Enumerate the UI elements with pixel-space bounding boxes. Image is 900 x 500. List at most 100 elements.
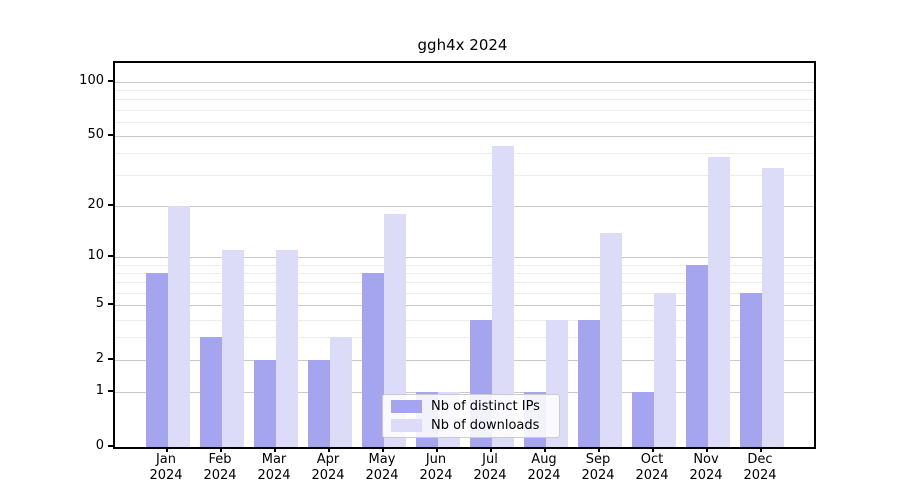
x-tick-label: Aug 2024: [514, 452, 574, 484]
x-tick-label: Oct 2024: [622, 452, 682, 484]
x-tick-label: May 2024: [352, 452, 412, 484]
x-tick-month: Jun: [425, 452, 447, 467]
y-tick-label: 50: [87, 126, 104, 142]
x-tick-label: Jun 2024: [406, 452, 466, 484]
bar-nb-of-downloads: [384, 213, 406, 447]
x-tick-year: 2024: [419, 468, 453, 483]
x-tick-year: 2024: [689, 468, 723, 483]
legend: Nb of distinct IPs Nb of downloads: [382, 394, 560, 438]
bar-nb-of-downloads: [222, 250, 244, 447]
x-tick-year: 2024: [743, 468, 777, 483]
x-tick-year: 2024: [203, 468, 237, 483]
x-tick-mark: [652, 447, 654, 452]
x-tick-mark: [544, 447, 546, 452]
gridline-major: [115, 135, 814, 137]
x-tick-month: Aug: [531, 452, 557, 467]
gridline-minor: [115, 121, 814, 123]
gridline-minor: [115, 109, 814, 111]
gridline-minor: [115, 337, 814, 339]
x-tick-mark: [220, 447, 222, 452]
x-tick-month: Feb: [208, 452, 232, 467]
y-tick-mark: [108, 255, 113, 258]
bar-nb-of-distinct-ips: [578, 319, 600, 447]
x-tick-label: Apr 2024: [298, 452, 358, 484]
bar-nb-of-distinct-ips: [254, 360, 276, 447]
bar-nb-of-downloads: [654, 292, 676, 447]
bar-nb-of-downloads: [168, 206, 190, 447]
x-tick-mark: [436, 447, 438, 452]
gridline-major: [115, 305, 814, 307]
y-tick-label: 10: [87, 248, 104, 264]
legend-item: Nb of downloads: [391, 418, 551, 433]
x-tick-year: 2024: [635, 468, 669, 483]
x-tick-mark: [706, 447, 708, 452]
gridline-minor: [115, 99, 814, 101]
gridline-minor: [115, 153, 814, 155]
gridline-major: [115, 81, 814, 83]
x-tick-month: Nov: [693, 452, 719, 467]
x-tick-label: Sep 2024: [568, 452, 628, 484]
gridline-major: [115, 360, 814, 362]
x-tick-label: Jul 2024: [460, 452, 520, 484]
x-tick-year: 2024: [149, 468, 183, 483]
bar-nb-of-distinct-ips: [146, 273, 168, 447]
gridline-major: [115, 206, 814, 208]
x-tick-month: May: [368, 452, 396, 467]
bar-nb-of-distinct-ips: [200, 337, 222, 447]
x-tick-year: 2024: [365, 468, 399, 483]
x-tick-month: Dec: [747, 452, 773, 467]
x-tick-month: Sep: [585, 452, 611, 467]
x-tick-year: 2024: [581, 468, 615, 483]
legend-swatch-distinct-ips: [391, 400, 422, 413]
bar-nb-of-downloads: [492, 145, 514, 447]
x-tick-mark: [166, 447, 168, 452]
bar-nb-of-downloads: [708, 157, 730, 447]
y-tick-mark: [108, 133, 113, 136]
x-tick-label: Dec 2024: [730, 452, 790, 484]
y-tick-label: 100: [79, 72, 104, 88]
x-tick-mark: [382, 447, 384, 452]
gridline-major: [115, 257, 814, 259]
gridline-minor: [115, 319, 814, 321]
bar-nb-of-downloads: [600, 232, 622, 447]
x-tick-year: 2024: [311, 468, 345, 483]
x-tick-month: Mar: [261, 452, 287, 467]
gridline-minor: [115, 273, 814, 275]
bar-nb-of-distinct-ips: [686, 264, 708, 447]
x-tick-mark: [274, 447, 276, 452]
legend-label: Nb of downloads: [431, 418, 540, 433]
y-tick-mark: [108, 390, 113, 393]
x-tick-label: Nov 2024: [676, 452, 736, 484]
y-tick-label: 20: [87, 197, 104, 213]
chart-title: ggh4x 2024: [417, 36, 508, 54]
x-tick-mark: [490, 447, 492, 452]
x-tick-month: Jan: [155, 452, 177, 467]
bar-nb-of-distinct-ips: [632, 392, 654, 447]
x-tick-label: Feb 2024: [190, 452, 250, 484]
y-tick-mark: [108, 204, 113, 207]
x-tick-label: Mar 2024: [244, 452, 304, 484]
gridline-minor: [115, 292, 814, 294]
x-tick-year: 2024: [257, 468, 291, 483]
x-tick-month: Apr: [316, 452, 340, 467]
gridline-minor: [115, 90, 814, 91]
x-tick-mark: [760, 447, 762, 452]
x-tick-month: Oct: [640, 452, 664, 467]
gridline-major: [115, 392, 814, 394]
gridline-minor: [115, 175, 814, 177]
bar-nb-of-distinct-ips: [308, 360, 330, 447]
y-tick-mark: [108, 358, 113, 361]
plot-area: Nb of distinct IPs Nb of downloads: [113, 61, 816, 449]
x-tick-year: 2024: [473, 468, 507, 483]
y-tick-label: 1: [95, 383, 104, 399]
legend-item: Nb of distinct IPs: [391, 399, 551, 414]
y-tick-label: 2: [95, 351, 104, 367]
bar-nb-of-downloads: [330, 337, 352, 447]
bar-nb-of-downloads: [762, 167, 784, 447]
bar-nb-of-distinct-ips: [740, 292, 762, 447]
x-tick-year: 2024: [527, 468, 561, 483]
x-tick-mark: [328, 447, 330, 452]
y-tick-label: 5: [95, 296, 104, 312]
y-tick-mark: [108, 445, 113, 447]
